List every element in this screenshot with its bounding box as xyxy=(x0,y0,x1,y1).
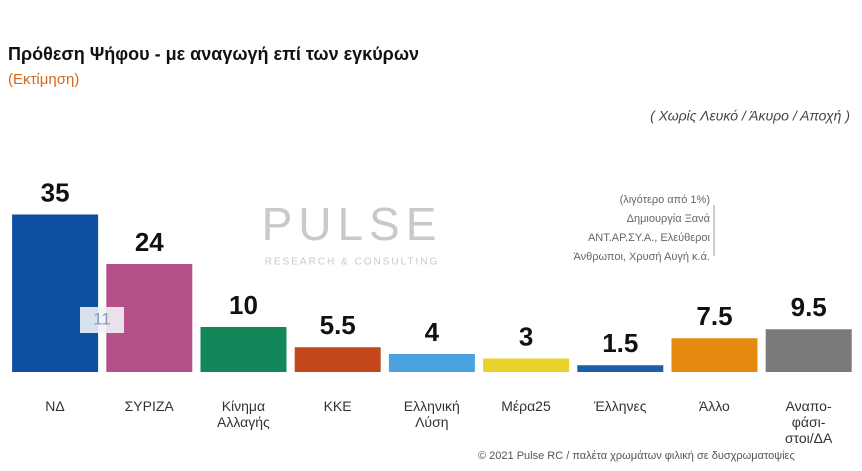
footer: © 2021 Pulse RC / παλέτα χρωμάτων φιλική… xyxy=(478,450,795,462)
chart-subtitle: (Εκτίμηση) xyxy=(8,71,79,88)
note-line: Άνθρωποι, Χρυσή Αυγή κ.ά. xyxy=(573,251,710,263)
lead-label: 11 xyxy=(93,309,111,328)
x-tick-label: ΚΚΕ xyxy=(323,398,352,414)
note-line: (λιγότερο από 1%) xyxy=(620,194,710,206)
x-tick-label: Κίνημα Αλλαγής xyxy=(217,398,270,430)
x-tick-label: Έλληνες xyxy=(593,398,647,414)
x-tick-label: Ελληνική Λύση xyxy=(403,398,460,430)
value-label: 35 xyxy=(41,177,70,207)
bar xyxy=(577,365,664,372)
value-label: 4 xyxy=(425,317,440,347)
annotation: ( Χωρίς Λευκό / Άκυρο / Αποχή ) xyxy=(650,108,850,124)
value-label: 3 xyxy=(519,321,533,351)
note: (λιγότερο από 1%) Δημιουργία Ξανά ΑΝΤ.ΑΡ.Σ… xyxy=(573,194,710,263)
note-line: Δημιουργία Ξανά xyxy=(627,213,711,225)
bar xyxy=(671,338,758,372)
watermark-sub: RESEARCH & CONSULTING xyxy=(265,257,440,268)
bar xyxy=(12,214,99,372)
bar xyxy=(483,358,570,372)
note-line: ΑΝΤ.ΑΡ.ΣΥ.Α., Ελεύθεροι xyxy=(588,232,711,244)
lead-box xyxy=(80,307,124,333)
x-tick-label: Άλλο xyxy=(698,398,730,414)
bar xyxy=(765,329,852,372)
watermark: PULSE xyxy=(262,198,443,250)
value-label: 10 xyxy=(229,290,258,320)
value-label: 1.5 xyxy=(602,328,638,358)
bar xyxy=(200,327,287,372)
bar xyxy=(294,347,381,372)
value-label: 24 xyxy=(135,227,164,257)
x-tick-label: ΣΥΡΙΖΑ xyxy=(124,398,174,414)
bar xyxy=(388,354,475,372)
x-tick-label: ΝΔ xyxy=(45,398,65,414)
value-label: 9.5 xyxy=(791,292,827,322)
chart-title: Πρόθεση Ψήφου - με αναγωγή επί των εγκύρ… xyxy=(8,44,419,64)
value-label: 7.5 xyxy=(696,301,732,331)
x-tick-label: Μέρα25 xyxy=(501,398,551,414)
value-label: 5.5 xyxy=(320,310,356,340)
bars: 35 24 10 5.5 4 3 1.5 7.5 9.5 xyxy=(12,177,852,372)
x-tick-label: Αναπο- φάσι- στοι/ΔΑ xyxy=(784,398,833,446)
